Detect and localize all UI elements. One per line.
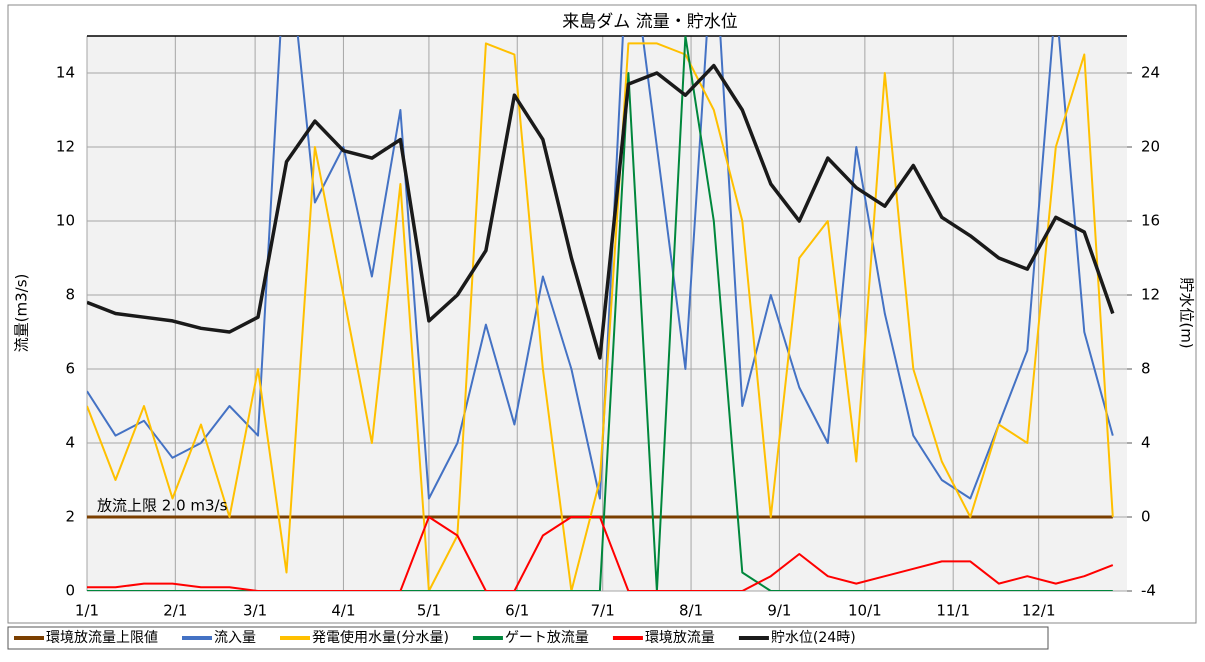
- legend-label: 流入量: [214, 630, 256, 646]
- y-tick-label: 4: [65, 434, 75, 452]
- y-tick-label: 2: [65, 508, 75, 526]
- series-line: [87, 63, 1115, 360]
- y2-tick-label: 12: [1141, 286, 1160, 304]
- y2-tick-label: 20: [1141, 138, 1160, 156]
- y-axis-label: 流量(m3/s): [13, 274, 31, 353]
- y2-tick-label: 0: [1141, 508, 1151, 526]
- series-line: [87, 36, 1114, 500]
- x-tick-label: 4/1: [331, 602, 355, 620]
- y-tick-label: 10: [56, 212, 75, 230]
- x-tick-label: 7/1: [591, 602, 615, 620]
- legend-label: 貯水位(24時): [771, 630, 856, 646]
- x-tick-label: 10/1: [848, 602, 882, 620]
- legend-label: 環境放流量: [645, 630, 715, 646]
- y-tick-label: 12: [56, 138, 75, 156]
- plot-area: [87, 36, 1127, 591]
- y2-tick-label: 24: [1141, 64, 1160, 82]
- x-tick-label: 5/1: [417, 602, 441, 620]
- y2-tick-label: 16: [1141, 212, 1160, 230]
- plot-layer: [87, 36, 1115, 591]
- x-tick-label: 9/1: [767, 602, 791, 620]
- x-tick-label: 11/1: [936, 602, 970, 620]
- series-line: [87, 516, 1114, 591]
- x-tick-label: 12/1: [1022, 602, 1056, 620]
- series-line: [87, 42, 1114, 591]
- x-tick-label: 8/1: [679, 602, 703, 620]
- annotation: 放流上限 2.0 m3/s: [97, 497, 228, 515]
- x-tick-label: 6/1: [505, 602, 529, 620]
- legend-box: [7, 626, 1049, 650]
- y2-tick-label: 4: [1141, 434, 1151, 452]
- y-tick-label: 0: [65, 582, 75, 600]
- chart-title: 来島ダム 流量・貯水位: [562, 12, 737, 32]
- legend-label: ゲート放流量: [505, 630, 589, 646]
- y-tick-label: 6: [65, 360, 75, 378]
- y2-axis-label: 貯水位(m): [1178, 277, 1196, 348]
- x-tick-label: 2/1: [163, 602, 187, 620]
- x-tick-label: 3/1: [243, 602, 267, 620]
- legend-label: 発電使用水量(分水量): [312, 629, 449, 646]
- y-tick-label: 8: [65, 286, 75, 304]
- y2-tick-label: 8: [1141, 360, 1151, 378]
- legend-label: 環境放流量上限値: [46, 630, 158, 646]
- x-tick-label: 1/1: [75, 602, 99, 620]
- y-tick-label: 14: [56, 64, 75, 82]
- y2-tick-label: -4: [1141, 582, 1156, 600]
